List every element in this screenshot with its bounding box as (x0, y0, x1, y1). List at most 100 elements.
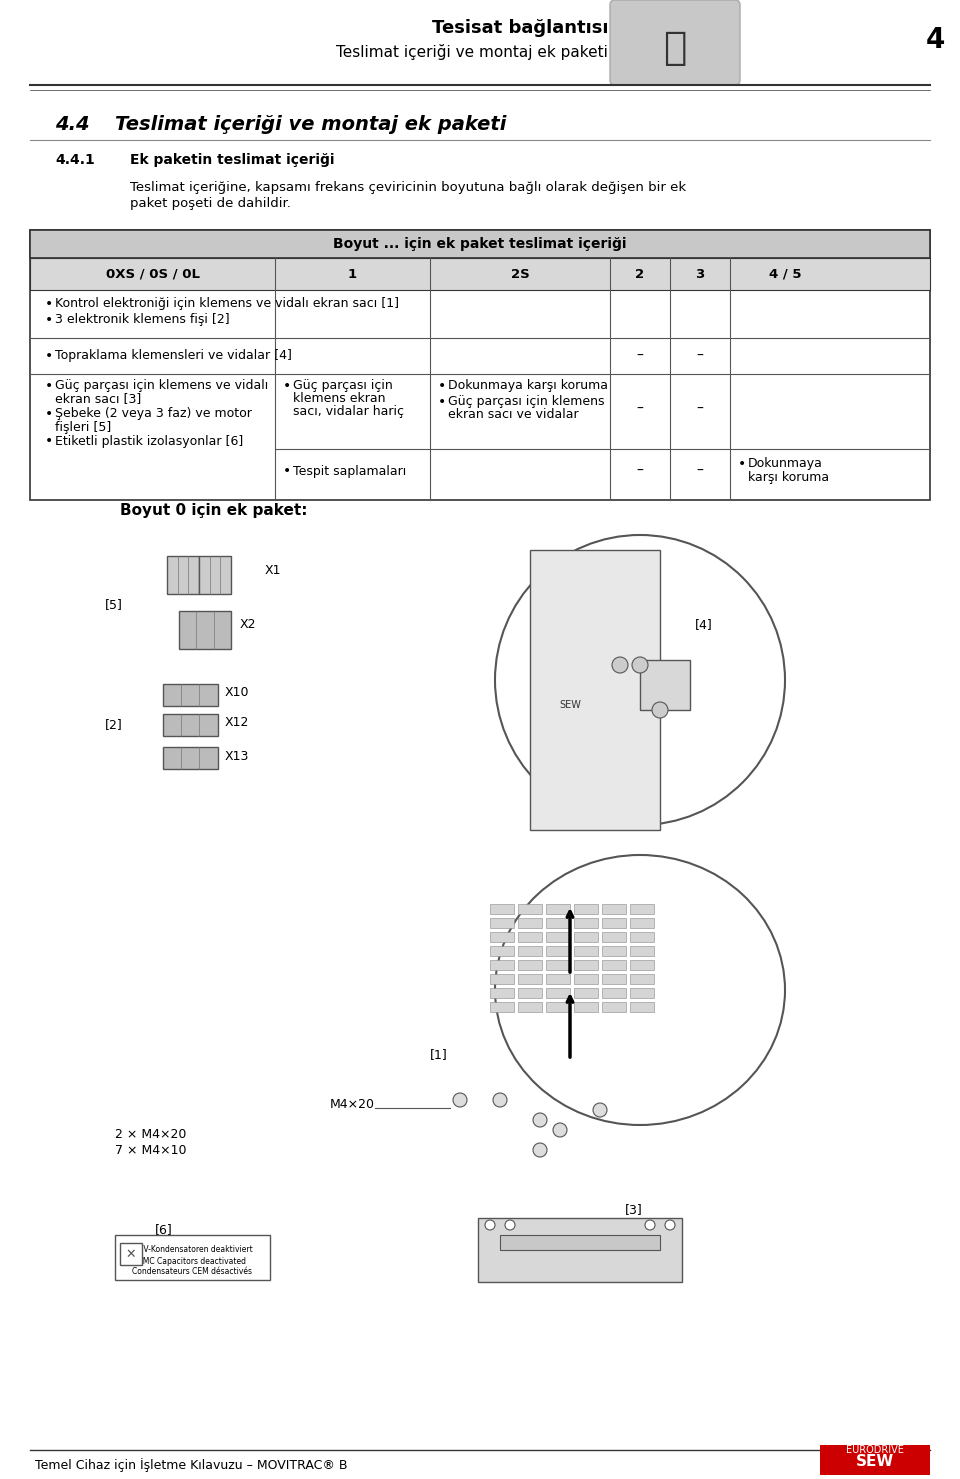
Text: Teslimat içeriğine, kapsamı frekans çeviricinin boyutuna bağlı olarak değişen bi: Teslimat içeriğine, kapsamı frekans çevi… (130, 182, 686, 195)
Bar (602, 1001, 626, 1012)
Bar (162, 714, 218, 737)
Text: •: • (283, 464, 291, 478)
Bar (30, 231, 930, 257)
Bar (574, 1001, 598, 1012)
Circle shape (665, 1220, 675, 1231)
Circle shape (453, 1093, 467, 1106)
Bar (630, 960, 654, 970)
Bar (546, 975, 570, 984)
Text: •: • (45, 314, 53, 327)
Text: •: • (45, 407, 53, 422)
Text: Güç parçası için klemens ve vidalı: Güç parçası için klemens ve vidalı (55, 380, 268, 392)
Circle shape (493, 1093, 507, 1106)
Bar (574, 932, 598, 942)
Text: [1]: [1] (430, 1049, 447, 1062)
FancyBboxPatch shape (610, 0, 740, 84)
Bar (602, 988, 626, 998)
Text: 4.4.1: 4.4.1 (55, 152, 95, 167)
Circle shape (505, 1220, 515, 1231)
Text: 4: 4 (925, 27, 945, 55)
Text: Tesisat bağlantısı: Tesisat bağlantısı (431, 19, 608, 37)
Bar (574, 904, 598, 914)
Bar (546, 904, 570, 914)
Text: –: – (636, 464, 643, 478)
Text: –: – (697, 464, 704, 478)
Text: EMV-Kondensatoren deaktiviert: EMV-Kondensatoren deaktiviert (132, 1245, 252, 1254)
Bar (820, 1445, 930, 1475)
Text: EURODRIVE: EURODRIVE (846, 1445, 904, 1455)
Text: X10: X10 (225, 686, 250, 700)
Bar (30, 257, 930, 290)
Text: SEW: SEW (559, 700, 581, 710)
Bar (500, 1235, 660, 1250)
Bar (490, 904, 514, 914)
Text: Boyut ... için ek paket teslimat içeriği: Boyut ... için ek paket teslimat içeriği (333, 237, 627, 251)
Text: ✕: ✕ (126, 1247, 136, 1260)
Text: karşı koruma: karşı koruma (748, 470, 829, 484)
Bar (490, 1001, 514, 1012)
Text: [4]: [4] (695, 618, 712, 632)
Text: Condensateurs CEM désactivés: Condensateurs CEM désactivés (132, 1268, 252, 1276)
Circle shape (652, 703, 668, 717)
Bar (518, 960, 542, 970)
Text: ekran sacı ve vidalar: ekran sacı ve vidalar (448, 408, 579, 422)
Text: X2: X2 (240, 618, 256, 632)
Bar (546, 988, 570, 998)
Ellipse shape (495, 535, 785, 825)
Bar (630, 947, 654, 955)
Text: [5]: [5] (105, 599, 123, 611)
Ellipse shape (495, 855, 785, 1126)
Text: 4 / 5: 4 / 5 (769, 268, 802, 281)
Bar (574, 960, 598, 970)
Bar (530, 550, 660, 830)
Text: X13: X13 (225, 750, 250, 763)
Text: 19: 19 (899, 1457, 920, 1473)
Bar (602, 904, 626, 914)
Bar (630, 904, 654, 914)
Circle shape (612, 657, 628, 673)
Bar (602, 960, 626, 970)
Bar (115, 1235, 270, 1279)
Text: Ek paketin teslimat içeriği: Ek paketin teslimat içeriği (130, 152, 334, 167)
Text: 3: 3 (695, 268, 705, 281)
Bar (546, 960, 570, 970)
Bar (490, 975, 514, 984)
Bar (518, 932, 542, 942)
Text: •: • (438, 395, 446, 410)
Text: X1: X1 (265, 563, 281, 577)
Bar (546, 947, 570, 955)
Bar (602, 975, 626, 984)
Circle shape (645, 1220, 655, 1231)
Text: •: • (283, 379, 291, 393)
Bar (490, 960, 514, 970)
Bar (490, 947, 514, 955)
Text: 2 × M4×20: 2 × M4×20 (115, 1128, 186, 1142)
Circle shape (632, 657, 648, 673)
Text: klemens ekran: klemens ekran (293, 392, 386, 405)
Text: [3]: [3] (625, 1204, 643, 1217)
Text: 0XS / 0S / 0L: 0XS / 0S / 0L (106, 268, 200, 281)
Bar (518, 918, 542, 927)
Bar (162, 747, 218, 769)
Bar (490, 988, 514, 998)
Bar (30, 231, 930, 500)
Bar (546, 918, 570, 927)
Bar (574, 975, 598, 984)
Bar (574, 988, 598, 998)
Bar (518, 975, 542, 984)
Circle shape (533, 1114, 547, 1127)
Bar (630, 988, 654, 998)
Text: Güç parçası için: Güç parçası için (293, 380, 393, 392)
Text: Temel Cihaz için İşletme Kılavuzu – MOVITRAC® B: Temel Cihaz için İşletme Kılavuzu – MOVI… (35, 1458, 348, 1472)
Bar (640, 660, 690, 710)
Text: Teslimat içeriği ve montaj ek paketi: Teslimat içeriği ve montaj ek paketi (115, 115, 506, 135)
Bar (630, 1001, 654, 1012)
Bar (574, 947, 598, 955)
Circle shape (593, 1103, 607, 1117)
Bar (546, 932, 570, 942)
Text: •: • (45, 349, 53, 362)
Text: –: – (636, 349, 643, 362)
FancyBboxPatch shape (478, 1219, 682, 1282)
Text: •: • (45, 379, 53, 393)
Text: EMC Capacitors deactivated: EMC Capacitors deactivated (138, 1257, 246, 1266)
